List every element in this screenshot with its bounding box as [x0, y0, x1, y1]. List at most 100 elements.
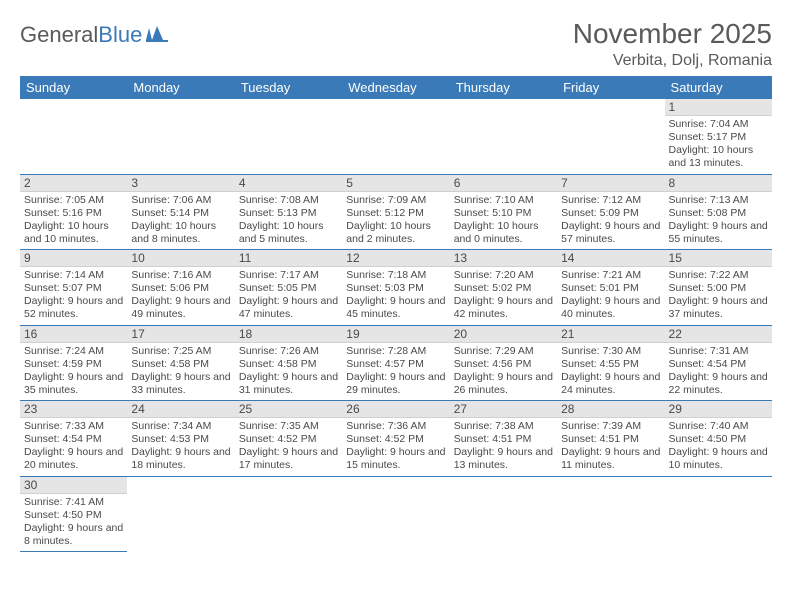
- header: GeneralBlue November 2025 Verbita, Dolj,…: [20, 18, 772, 70]
- calendar-day: 18Sunrise: 7:26 AMSunset: 4:58 PMDayligh…: [235, 325, 342, 401]
- day-number: 30: [20, 477, 127, 494]
- day-details: Sunrise: 7:04 AMSunset: 5:17 PMDaylight:…: [665, 116, 772, 174]
- calendar-day: 25Sunrise: 7:35 AMSunset: 4:52 PMDayligh…: [235, 401, 342, 477]
- day-number: 8: [665, 175, 772, 192]
- day-details: Sunrise: 7:21 AMSunset: 5:01 PMDaylight:…: [557, 267, 664, 325]
- calendar-page: GeneralBlue November 2025 Verbita, Dolj,…: [0, 0, 792, 562]
- calendar-day: 16Sunrise: 7:24 AMSunset: 4:59 PMDayligh…: [20, 325, 127, 401]
- day-number: 7: [557, 175, 664, 192]
- calendar-day: 30Sunrise: 7:41 AMSunset: 4:50 PMDayligh…: [20, 476, 127, 552]
- calendar-day: 15Sunrise: 7:22 AMSunset: 5:00 PMDayligh…: [665, 250, 772, 326]
- weekday-header: Sunday: [20, 76, 127, 99]
- calendar-week: 30Sunrise: 7:41 AMSunset: 4:50 PMDayligh…: [20, 476, 772, 552]
- calendar-day: 6Sunrise: 7:10 AMSunset: 5:10 PMDaylight…: [450, 174, 557, 250]
- calendar-day-empty: [127, 476, 234, 552]
- calendar-day: 26Sunrise: 7:36 AMSunset: 4:52 PMDayligh…: [342, 401, 449, 477]
- day-details: Sunrise: 7:10 AMSunset: 5:10 PMDaylight:…: [450, 192, 557, 250]
- month-title: November 2025: [573, 18, 772, 50]
- day-number: 13: [450, 250, 557, 267]
- calendar-day: 3Sunrise: 7:06 AMSunset: 5:14 PMDaylight…: [127, 174, 234, 250]
- calendar-day: 13Sunrise: 7:20 AMSunset: 5:02 PMDayligh…: [450, 250, 557, 326]
- day-details: Sunrise: 7:35 AMSunset: 4:52 PMDaylight:…: [235, 418, 342, 476]
- day-details: Sunrise: 7:30 AMSunset: 4:55 PMDaylight:…: [557, 343, 664, 401]
- calendar-day: 2Sunrise: 7:05 AMSunset: 5:16 PMDaylight…: [20, 174, 127, 250]
- calendar-week: 9Sunrise: 7:14 AMSunset: 5:07 PMDaylight…: [20, 250, 772, 326]
- weekday-header: Friday: [557, 76, 664, 99]
- calendar-day: 8Sunrise: 7:13 AMSunset: 5:08 PMDaylight…: [665, 174, 772, 250]
- weekday-header: Tuesday: [235, 76, 342, 99]
- calendar-week: 2Sunrise: 7:05 AMSunset: 5:16 PMDaylight…: [20, 174, 772, 250]
- day-number: 14: [557, 250, 664, 267]
- calendar-day: 17Sunrise: 7:25 AMSunset: 4:58 PMDayligh…: [127, 325, 234, 401]
- logo-flag-icon: [146, 26, 172, 44]
- calendar-day-empty: [450, 476, 557, 552]
- day-number: 26: [342, 401, 449, 418]
- day-details: Sunrise: 7:13 AMSunset: 5:08 PMDaylight:…: [665, 192, 772, 250]
- calendar-day: 10Sunrise: 7:16 AMSunset: 5:06 PMDayligh…: [127, 250, 234, 326]
- logo: GeneralBlue: [20, 22, 172, 48]
- calendar-day: 9Sunrise: 7:14 AMSunset: 5:07 PMDaylight…: [20, 250, 127, 326]
- day-details: Sunrise: 7:20 AMSunset: 5:02 PMDaylight:…: [450, 267, 557, 325]
- day-details: Sunrise: 7:14 AMSunset: 5:07 PMDaylight:…: [20, 267, 127, 325]
- calendar-day-empty: [665, 476, 772, 552]
- calendar-day-empty: [342, 476, 449, 552]
- calendar-day: 4Sunrise: 7:08 AMSunset: 5:13 PMDaylight…: [235, 174, 342, 250]
- day-number: 6: [450, 175, 557, 192]
- calendar-day-empty: [557, 99, 664, 174]
- logo-text-2: Blue: [98, 22, 142, 48]
- calendar-day: 29Sunrise: 7:40 AMSunset: 4:50 PMDayligh…: [665, 401, 772, 477]
- day-number: 17: [127, 326, 234, 343]
- day-number: 2: [20, 175, 127, 192]
- day-number: 25: [235, 401, 342, 418]
- day-number: 21: [557, 326, 664, 343]
- day-details: Sunrise: 7:22 AMSunset: 5:00 PMDaylight:…: [665, 267, 772, 325]
- day-details: Sunrise: 7:33 AMSunset: 4:54 PMDaylight:…: [20, 418, 127, 476]
- day-details: Sunrise: 7:24 AMSunset: 4:59 PMDaylight:…: [20, 343, 127, 401]
- day-number: 18: [235, 326, 342, 343]
- calendar-day-empty: [342, 99, 449, 174]
- day-number: 27: [450, 401, 557, 418]
- day-details: Sunrise: 7:09 AMSunset: 5:12 PMDaylight:…: [342, 192, 449, 250]
- weekday-header: Wednesday: [342, 76, 449, 99]
- calendar-day: 23Sunrise: 7:33 AMSunset: 4:54 PMDayligh…: [20, 401, 127, 477]
- location: Verbita, Dolj, Romania: [573, 52, 772, 70]
- day-details: Sunrise: 7:28 AMSunset: 4:57 PMDaylight:…: [342, 343, 449, 401]
- calendar-day-empty: [557, 476, 664, 552]
- calendar-week: 16Sunrise: 7:24 AMSunset: 4:59 PMDayligh…: [20, 325, 772, 401]
- day-number: 1: [665, 99, 772, 116]
- calendar-day: 19Sunrise: 7:28 AMSunset: 4:57 PMDayligh…: [342, 325, 449, 401]
- calendar-day-empty: [235, 99, 342, 174]
- day-details: Sunrise: 7:26 AMSunset: 4:58 PMDaylight:…: [235, 343, 342, 401]
- calendar-day: 12Sunrise: 7:18 AMSunset: 5:03 PMDayligh…: [342, 250, 449, 326]
- day-details: Sunrise: 7:12 AMSunset: 5:09 PMDaylight:…: [557, 192, 664, 250]
- day-number: 22: [665, 326, 772, 343]
- day-number: 3: [127, 175, 234, 192]
- day-details: Sunrise: 7:38 AMSunset: 4:51 PMDaylight:…: [450, 418, 557, 476]
- day-number: 10: [127, 250, 234, 267]
- calendar-day: 7Sunrise: 7:12 AMSunset: 5:09 PMDaylight…: [557, 174, 664, 250]
- calendar-day: 1Sunrise: 7:04 AMSunset: 5:17 PMDaylight…: [665, 99, 772, 174]
- weekday-header: Monday: [127, 76, 234, 99]
- day-number: 9: [20, 250, 127, 267]
- day-details: Sunrise: 7:06 AMSunset: 5:14 PMDaylight:…: [127, 192, 234, 250]
- calendar-day: 11Sunrise: 7:17 AMSunset: 5:05 PMDayligh…: [235, 250, 342, 326]
- calendar-week: 23Sunrise: 7:33 AMSunset: 4:54 PMDayligh…: [20, 401, 772, 477]
- calendar-day: 22Sunrise: 7:31 AMSunset: 4:54 PMDayligh…: [665, 325, 772, 401]
- calendar-day: 20Sunrise: 7:29 AMSunset: 4:56 PMDayligh…: [450, 325, 557, 401]
- day-details: Sunrise: 7:41 AMSunset: 4:50 PMDaylight:…: [20, 494, 127, 552]
- title-block: November 2025 Verbita, Dolj, Romania: [573, 18, 772, 70]
- calendar-day: 27Sunrise: 7:38 AMSunset: 4:51 PMDayligh…: [450, 401, 557, 477]
- calendar-day: 28Sunrise: 7:39 AMSunset: 4:51 PMDayligh…: [557, 401, 664, 477]
- day-number: 5: [342, 175, 449, 192]
- calendar-body: 1Sunrise: 7:04 AMSunset: 5:17 PMDaylight…: [20, 99, 772, 552]
- calendar-day: 14Sunrise: 7:21 AMSunset: 5:01 PMDayligh…: [557, 250, 664, 326]
- day-details: Sunrise: 7:16 AMSunset: 5:06 PMDaylight:…: [127, 267, 234, 325]
- day-details: Sunrise: 7:39 AMSunset: 4:51 PMDaylight:…: [557, 418, 664, 476]
- day-number: 16: [20, 326, 127, 343]
- calendar-day: 5Sunrise: 7:09 AMSunset: 5:12 PMDaylight…: [342, 174, 449, 250]
- weekday-header-row: SundayMondayTuesdayWednesdayThursdayFrid…: [20, 76, 772, 99]
- day-details: Sunrise: 7:36 AMSunset: 4:52 PMDaylight:…: [342, 418, 449, 476]
- day-number: 4: [235, 175, 342, 192]
- calendar-day-empty: [235, 476, 342, 552]
- day-details: Sunrise: 7:25 AMSunset: 4:58 PMDaylight:…: [127, 343, 234, 401]
